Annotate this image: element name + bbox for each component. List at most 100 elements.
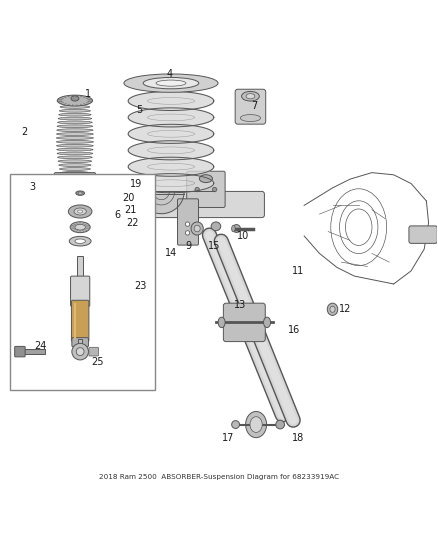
Ellipse shape bbox=[240, 115, 261, 122]
Text: 25: 25 bbox=[92, 357, 104, 367]
Ellipse shape bbox=[57, 148, 93, 151]
Text: 20: 20 bbox=[122, 192, 134, 203]
Text: 24: 24 bbox=[35, 341, 47, 351]
FancyBboxPatch shape bbox=[66, 183, 84, 193]
Ellipse shape bbox=[212, 188, 217, 192]
Ellipse shape bbox=[327, 303, 338, 316]
Bar bbox=[11, 174, 155, 390]
Text: 12: 12 bbox=[339, 304, 352, 314]
Ellipse shape bbox=[60, 172, 90, 174]
Text: 16: 16 bbox=[288, 325, 300, 335]
Ellipse shape bbox=[330, 306, 335, 312]
Ellipse shape bbox=[57, 125, 93, 128]
Ellipse shape bbox=[232, 421, 240, 429]
Ellipse shape bbox=[68, 205, 92, 218]
Bar bbox=[78, 338, 82, 343]
Ellipse shape bbox=[76, 348, 84, 356]
Text: 13: 13 bbox=[234, 300, 246, 310]
Ellipse shape bbox=[57, 129, 93, 132]
Ellipse shape bbox=[199, 175, 212, 183]
Polygon shape bbox=[139, 192, 184, 214]
FancyBboxPatch shape bbox=[14, 346, 25, 357]
Bar bbox=[17, 349, 45, 354]
Ellipse shape bbox=[57, 140, 93, 143]
FancyBboxPatch shape bbox=[54, 173, 95, 183]
Text: 4: 4 bbox=[167, 69, 173, 78]
Ellipse shape bbox=[76, 191, 85, 195]
Ellipse shape bbox=[246, 411, 267, 438]
Polygon shape bbox=[128, 174, 214, 193]
Ellipse shape bbox=[57, 156, 92, 159]
Ellipse shape bbox=[72, 187, 78, 191]
Ellipse shape bbox=[276, 420, 285, 429]
Ellipse shape bbox=[185, 231, 190, 235]
Ellipse shape bbox=[74, 208, 86, 215]
FancyBboxPatch shape bbox=[71, 300, 89, 342]
Polygon shape bbox=[128, 157, 214, 176]
Ellipse shape bbox=[124, 74, 218, 92]
Polygon shape bbox=[128, 141, 214, 160]
Ellipse shape bbox=[75, 239, 85, 244]
Ellipse shape bbox=[233, 224, 240, 232]
Ellipse shape bbox=[46, 195, 51, 213]
Ellipse shape bbox=[57, 136, 93, 139]
Text: 2: 2 bbox=[21, 127, 28, 137]
Ellipse shape bbox=[156, 80, 186, 86]
FancyBboxPatch shape bbox=[235, 89, 266, 124]
Ellipse shape bbox=[75, 224, 85, 230]
Text: 23: 23 bbox=[134, 281, 147, 291]
Ellipse shape bbox=[250, 417, 262, 432]
FancyBboxPatch shape bbox=[71, 276, 90, 306]
Text: 14: 14 bbox=[165, 248, 177, 259]
Polygon shape bbox=[128, 124, 214, 143]
Text: 2018 Ram 2500  ABSORBER-Suspension Diagram for 68233919AC: 2018 Ram 2500 ABSORBER-Suspension Diagra… bbox=[99, 474, 339, 480]
Text: 21: 21 bbox=[125, 205, 137, 215]
FancyBboxPatch shape bbox=[177, 199, 198, 245]
Ellipse shape bbox=[57, 95, 92, 106]
Ellipse shape bbox=[57, 152, 93, 155]
Ellipse shape bbox=[60, 109, 90, 112]
Ellipse shape bbox=[242, 92, 259, 101]
FancyBboxPatch shape bbox=[89, 348, 99, 356]
Text: 19: 19 bbox=[130, 180, 142, 189]
Ellipse shape bbox=[78, 210, 83, 213]
Ellipse shape bbox=[195, 188, 199, 192]
Ellipse shape bbox=[58, 160, 92, 163]
Text: 10: 10 bbox=[237, 231, 249, 241]
FancyBboxPatch shape bbox=[223, 303, 265, 342]
Ellipse shape bbox=[191, 222, 203, 235]
Ellipse shape bbox=[57, 133, 93, 135]
Text: 5: 5 bbox=[136, 105, 143, 115]
Text: 22: 22 bbox=[126, 218, 139, 228]
Ellipse shape bbox=[59, 113, 91, 116]
Ellipse shape bbox=[28, 195, 41, 213]
Ellipse shape bbox=[71, 96, 79, 101]
Ellipse shape bbox=[58, 117, 92, 120]
Ellipse shape bbox=[78, 192, 82, 194]
Text: 7: 7 bbox=[252, 101, 258, 111]
FancyBboxPatch shape bbox=[72, 338, 88, 347]
Ellipse shape bbox=[211, 222, 221, 231]
Text: 3: 3 bbox=[29, 182, 35, 192]
Text: 17: 17 bbox=[223, 433, 235, 442]
Text: 18: 18 bbox=[292, 433, 304, 442]
Ellipse shape bbox=[232, 225, 235, 232]
Ellipse shape bbox=[57, 144, 93, 147]
Polygon shape bbox=[128, 108, 214, 127]
FancyBboxPatch shape bbox=[19, 191, 265, 217]
Text: 9: 9 bbox=[185, 240, 191, 251]
Ellipse shape bbox=[264, 317, 271, 328]
Ellipse shape bbox=[143, 77, 199, 89]
Ellipse shape bbox=[57, 121, 92, 124]
FancyBboxPatch shape bbox=[409, 226, 437, 244]
Ellipse shape bbox=[59, 164, 91, 166]
Text: 6: 6 bbox=[115, 210, 121, 220]
Ellipse shape bbox=[60, 167, 90, 171]
FancyBboxPatch shape bbox=[187, 171, 225, 207]
Ellipse shape bbox=[72, 343, 88, 360]
Text: 15: 15 bbox=[208, 240, 220, 251]
Polygon shape bbox=[128, 92, 214, 110]
Bar bbox=[77, 256, 83, 277]
Ellipse shape bbox=[151, 195, 156, 213]
Ellipse shape bbox=[194, 225, 200, 232]
